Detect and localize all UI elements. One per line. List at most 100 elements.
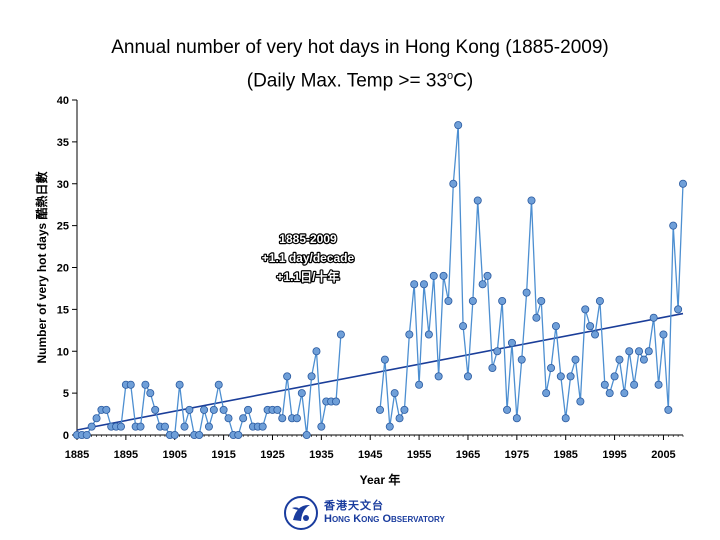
hko-logo: 香港天文台 Hong Kong Observatory <box>284 496 484 532</box>
data-point <box>146 389 155 398</box>
data-point <box>415 380 424 389</box>
x-axis-label: Year 年 <box>360 472 401 487</box>
data-point <box>292 414 301 423</box>
data-point <box>571 355 580 364</box>
data-point <box>258 422 267 431</box>
data-point <box>483 271 492 280</box>
data-point <box>239 414 248 423</box>
y-axis-label: Number of very hot days 酷熱日數 <box>34 171 49 363</box>
data-point <box>449 179 458 188</box>
data-point <box>102 405 111 414</box>
data-point <box>395 414 404 423</box>
data-point <box>674 305 683 314</box>
data-point <box>605 389 614 398</box>
data-point <box>283 372 292 381</box>
y-tick-label: 5 <box>63 388 69 400</box>
data-point <box>473 196 482 205</box>
data-point <box>429 271 438 280</box>
data-point <box>620 389 629 398</box>
data-point <box>82 430 91 439</box>
data-point <box>312 347 321 356</box>
data-point <box>297 389 306 398</box>
trend-annotation: +1.1日/十年 <box>276 269 339 284</box>
data-point <box>126 380 135 389</box>
data-point <box>185 405 194 414</box>
data-point <box>512 414 521 423</box>
x-tick-label: 1995 <box>602 449 626 461</box>
trend-annotation: 1885-2009 <box>279 232 337 246</box>
data-point <box>307 372 316 381</box>
data-point <box>434 372 443 381</box>
data-point <box>375 405 384 414</box>
data-point <box>644 347 653 356</box>
data-point <box>244 405 253 414</box>
data-point <box>439 271 448 280</box>
series-line <box>379 125 684 427</box>
data-point <box>468 296 477 305</box>
data-point <box>556 372 565 381</box>
data-point <box>214 380 223 389</box>
x-tick-label: 1925 <box>260 449 284 461</box>
y-tick-label: 35 <box>57 137 69 149</box>
data-point <box>385 422 394 431</box>
data-point <box>561 414 570 423</box>
data-point <box>625 347 634 356</box>
data-point <box>615 355 624 364</box>
data-point <box>600 380 609 389</box>
data-point <box>424 330 433 339</box>
y-tick-label: 10 <box>57 346 69 358</box>
data-point <box>547 363 556 372</box>
data-point <box>278 414 287 423</box>
x-tick-label: 1955 <box>407 449 431 461</box>
data-point <box>332 397 341 406</box>
y-tick-label: 30 <box>57 179 69 191</box>
data-point <box>630 380 639 389</box>
data-point <box>635 347 644 356</box>
data-point <box>532 313 541 322</box>
x-tick-label: 1965 <box>456 449 480 461</box>
title-line-2-pre: (Daily Max. Temp >= 33 <box>246 70 448 92</box>
x-tick-label: 1885 <box>65 449 89 461</box>
y-tick-label: 40 <box>57 95 69 107</box>
x-tick-label: 2005 <box>651 449 675 461</box>
hko-emblem-icon <box>284 496 318 530</box>
data-point <box>87 422 96 431</box>
y-tick-label: 20 <box>57 263 69 275</box>
logo-chinese-text: 香港天文台 <box>324 499 384 512</box>
data-point <box>390 389 399 398</box>
data-point <box>302 430 311 439</box>
data-point <box>493 347 502 356</box>
data-point <box>527 196 536 205</box>
data-point <box>591 330 600 339</box>
data-point <box>151 405 160 414</box>
data-point <box>410 280 419 289</box>
data-point <box>488 363 497 372</box>
marker-layer <box>73 121 688 439</box>
annotation-layer: 1885-2009 +1.1 day/decade +1.1日/十年 <box>261 231 356 285</box>
data-point <box>405 330 414 339</box>
y-tick-label: 0 <box>63 430 69 442</box>
data-point <box>664 405 673 414</box>
title-line-1: Annual number of very hot days in Hong K… <box>111 37 609 58</box>
title-degree-sup: o <box>447 70 454 82</box>
data-point <box>136 422 145 431</box>
chart-title: Annual number of very hot days in Hong K… <box>0 34 720 95</box>
x-tick-label: 1915 <box>211 449 235 461</box>
data-point <box>522 288 531 297</box>
data-point <box>92 414 101 423</box>
data-point <box>219 405 228 414</box>
data-point <box>444 296 453 305</box>
data-point <box>498 296 507 305</box>
data-point <box>204 422 213 431</box>
data-point <box>463 372 472 381</box>
label-layer: 0 5 10 15 20 25 30 35 40 1885 1895 1905 1915 1925 1935… <box>34 95 676 487</box>
data-point <box>419 280 428 289</box>
data-point <box>224 414 233 423</box>
data-point <box>175 380 184 389</box>
data-point <box>576 397 585 406</box>
data-point <box>380 355 389 364</box>
data-point <box>679 179 688 188</box>
data-point <box>478 280 487 289</box>
data-point <box>517 355 526 364</box>
